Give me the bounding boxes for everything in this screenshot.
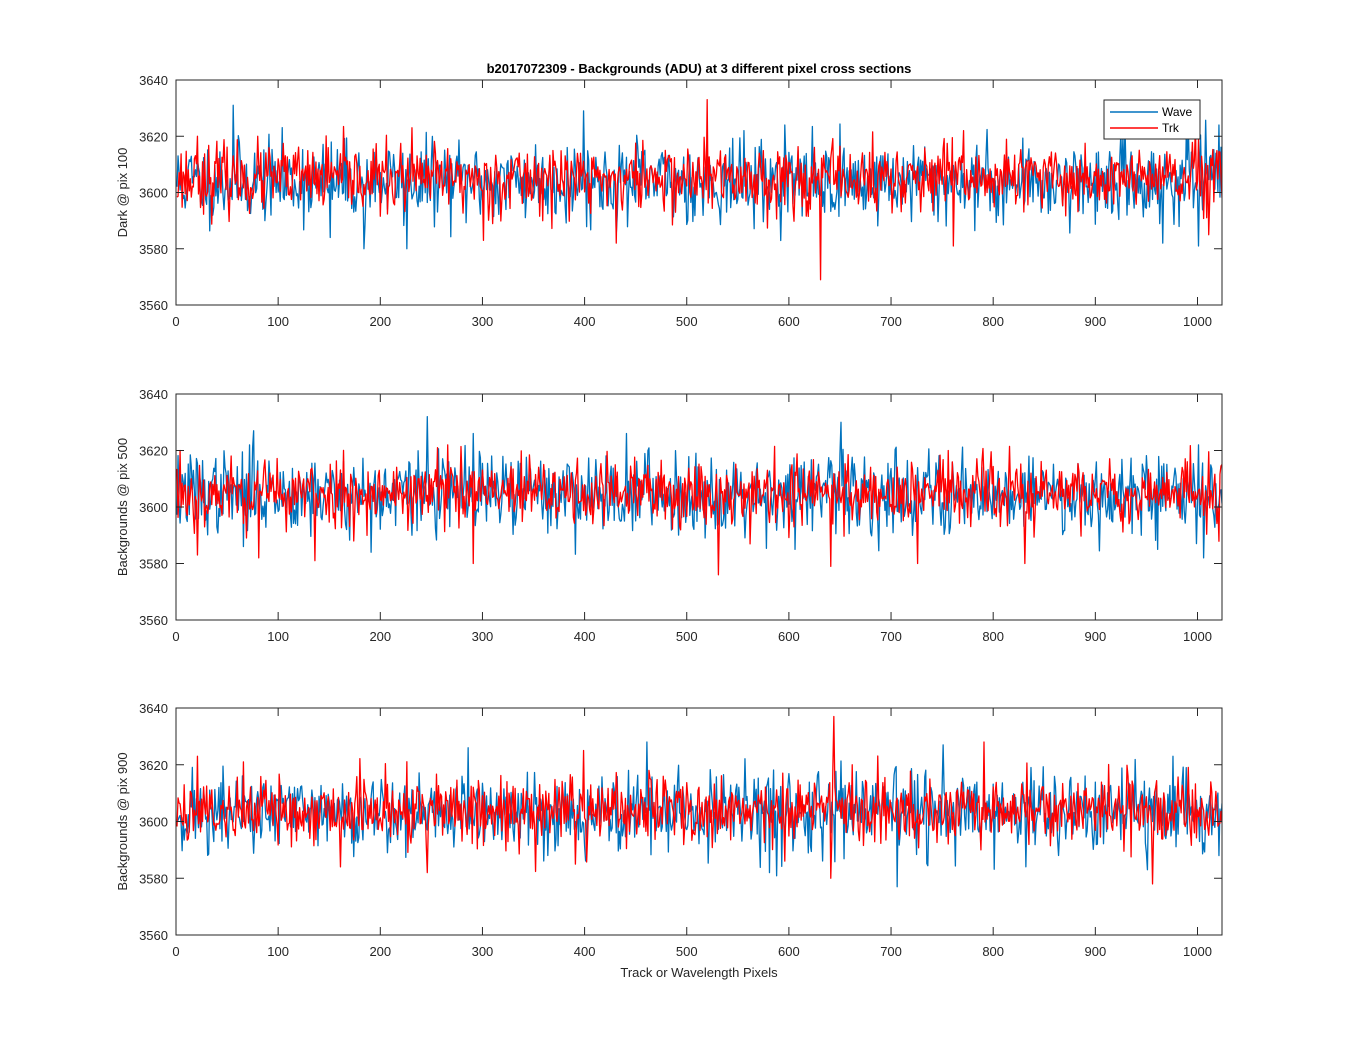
x-tick-label: 900 [1084,944,1106,959]
x-axis-label: Track or Wavelength Pixels [620,965,778,980]
figure-title: b2017072309 - Backgrounds (ADU) at 3 dif… [487,61,912,76]
x-tick-label: 900 [1084,629,1106,644]
x-tick-label: 200 [369,944,391,959]
legend-label-wave: Wave [1162,105,1193,119]
series-line-trk-1 [176,99,1222,281]
x-tick-label: 300 [472,944,494,959]
x-tick-label: 200 [369,629,391,644]
y-axis-label-1: Dark @ pix 100 [115,148,130,238]
x-tick-label: 1000 [1183,944,1212,959]
subplot-3: 0 100 200 300 400 500 600 700 800 900 1000 3560 3580… [115,701,1223,959]
x-tick-label: 800 [982,314,1004,329]
x-tick-label: 600 [778,629,800,644]
x-tick-label: 100 [267,629,289,644]
x-tick-label: 900 [1084,314,1106,329]
x-tick-label: 1000 [1183,629,1212,644]
y-axis-label-2: Backgrounds @ pix 500 [115,438,130,576]
legend: Wave Trk [1103,99,1201,140]
x-tick-label: 700 [880,314,902,329]
x-tick-label: 500 [676,314,698,329]
x-tick-label: 400 [574,629,596,644]
y-tick-label: 3580 [139,871,168,886]
y-tick-label: 3620 [139,758,168,773]
x-tick-label: 700 [880,944,902,959]
y-tick-label: 3600 [139,815,168,830]
x-tick-label: 800 [982,944,1004,959]
y-tick-label: 3560 [139,298,168,313]
x-tick-label: 700 [880,629,902,644]
legend-box [1103,99,1201,140]
x-tick-label: 200 [369,314,391,329]
x-tick-label: 600 [778,314,800,329]
series-line-trk-3 [176,715,1222,885]
x-tick-label: 0 [172,314,179,329]
x-tick-label: 300 [472,629,494,644]
x-tick-label: 100 [267,314,289,329]
x-tick-label: 1000 [1183,314,1212,329]
y-tick-label: 3620 [139,444,168,459]
y-tick-label: 3580 [139,557,168,572]
x-tick-label: 500 [676,944,698,959]
subplot-2: 0 100 200 300 400 500 600 700 800 900 1000 3560 3580… [115,387,1223,644]
x-tick-label: 100 [267,944,289,959]
y-tick-label: 3620 [139,129,168,144]
y-tick-label: 3640 [139,73,168,88]
subplot-1: 0 100 200 300 400 500 600 700 800 900 1000 3560 3580… [115,73,1223,329]
y-axis-label-3: Backgrounds @ pix 900 [115,752,130,890]
subplots: 0 100 200 300 400 500 600 700 800 900 100035603580… [115,73,1223,959]
y-tick-label: 3640 [139,387,168,402]
y-tick-label: 3560 [139,928,168,943]
series-line-trk-2 [176,444,1222,576]
x-tick-label: 300 [472,314,494,329]
x-tick-label: 500 [676,629,698,644]
legend-label-trk: Trk [1162,121,1180,135]
x-tick-label: 0 [172,629,179,644]
x-tick-label: 400 [574,314,596,329]
x-tick-label: 800 [982,629,1004,644]
y-tick-label: 3600 [139,500,168,515]
x-tick-label: 600 [778,944,800,959]
y-tick-label: 3560 [139,613,168,628]
x-tick-label: 400 [574,944,596,959]
x-tick-label: 0 [172,944,179,959]
y-tick-label: 3600 [139,186,168,201]
y-tick-label: 3640 [139,701,168,716]
y-tick-label: 3580 [139,242,168,257]
